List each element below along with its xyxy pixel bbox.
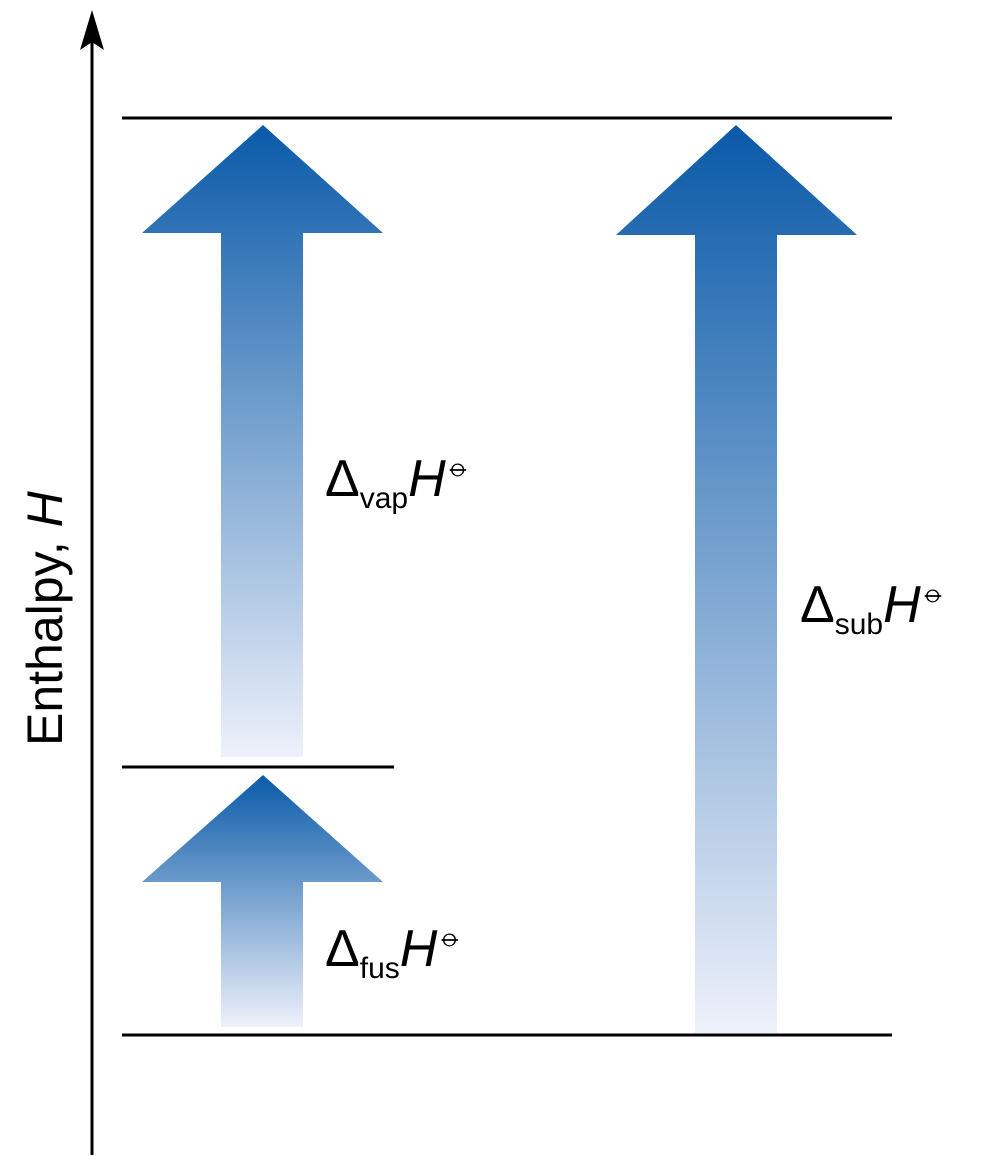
- fusion-arrow: [142, 775, 383, 1027]
- standard-state-mark: ⦵: [921, 576, 946, 609]
- vaporization-arrow: [142, 125, 383, 757]
- enthalpy-symbol: H: [408, 450, 446, 508]
- delta-symbol: Δ: [800, 576, 835, 634]
- standard-state-mark: ⦵: [437, 920, 462, 953]
- sublimation-enthalpy-label: ΔsubH⦵: [800, 576, 946, 641]
- standard-state-mark: ⦵: [446, 450, 471, 483]
- enthalpy-axis-arrowhead: [80, 10, 104, 50]
- enthalpy-symbol: H: [400, 920, 438, 978]
- enthalpy-axis-label: Enthalpy, H: [17, 490, 73, 746]
- delta-symbol: Δ: [325, 920, 360, 978]
- fus-subscript: fus: [360, 952, 400, 985]
- sub-subscript: sub: [835, 608, 883, 641]
- sublimation-arrow: [616, 125, 857, 1033]
- vap-subscript: vap: [360, 482, 408, 515]
- vaporization-enthalpy-label: ΔvapH⦵: [325, 450, 471, 515]
- delta-symbol: Δ: [325, 450, 360, 508]
- fusion-enthalpy-label: ΔfusH⦵: [325, 920, 463, 985]
- enthalpy-symbol: H: [883, 576, 921, 634]
